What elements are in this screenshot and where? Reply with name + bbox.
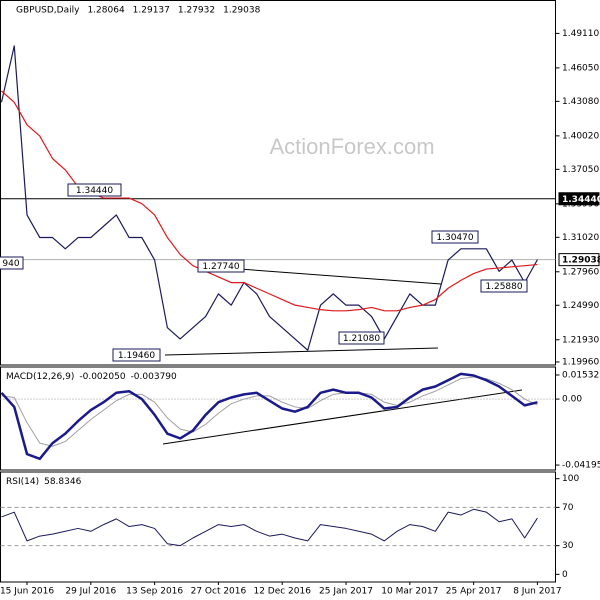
annotation: 1.25880 (485, 282, 522, 292)
trend-line (164, 347, 439, 356)
trend-line (162, 389, 523, 445)
watermark: ActionForex.com (269, 134, 434, 159)
annotation-box (480, 279, 528, 293)
y-tick-label: 1.21930 (562, 335, 599, 345)
y-tick-label: 0.015325 (562, 370, 600, 380)
y-tick-label: 0.00 (562, 395, 582, 405)
price-label-box (558, 253, 600, 267)
y-tick-label: 1.24990 (562, 301, 599, 311)
price-label: 1.29038 (562, 256, 600, 266)
panel-header: RSI(14) 58.8346 (6, 477, 82, 487)
x-tick-label: 15 Jun 2016 (0, 587, 54, 597)
panel-frame (0, 0, 556, 366)
y-tick-label: 1.19960 (562, 357, 599, 367)
header-value: -0.003790 (131, 372, 177, 382)
annotation-box (0, 256, 24, 270)
annotations: 1.34440 1.27740 1.19460 1.21080 1.30470 … (0, 183, 528, 362)
y-tick-label: 1.31020 (562, 233, 599, 243)
header-value: 58.8346 (44, 477, 81, 487)
x-tick-label: 10 Mar 2017 (381, 587, 438, 597)
series-line (1, 508, 538, 547)
x-tick-label: 8 Jun 2017 (513, 587, 561, 597)
annotation-box (431, 230, 479, 244)
price-label-box (558, 192, 600, 206)
panel-header: GBPUSD,Daily 1.28064 1.29137 1.27932 1.29038 (16, 5, 261, 15)
annotation: 1.34440 (76, 186, 113, 196)
y-tick-label: 1.40020 (562, 131, 599, 141)
panel-frame (0, 366, 556, 471)
x-tick-label: 25 Jan 2017 (319, 587, 373, 597)
y-tick-label: 1.27960 (562, 267, 599, 277)
trend-lines (162, 265, 523, 445)
header-value: 1.27932 (178, 5, 215, 15)
y-tick-label: 100 (562, 474, 579, 484)
annotation-box (112, 348, 161, 362)
series-line (0, 372, 538, 461)
header-value: 1.29137 (133, 5, 170, 15)
y-tick-label: 1.46050 (562, 63, 599, 73)
series-line (1, 90, 538, 312)
x-tick-label: 29 Jul 2016 (65, 587, 116, 597)
series-line (0, 45, 538, 351)
x-tick-label: 12 Dec 2016 (253, 587, 311, 597)
y-tick-label: 70 (562, 503, 574, 513)
panel-title: GBPUSD,Daily (16, 5, 80, 15)
y-tick-label: 1.37050 (562, 165, 599, 175)
y-tick-label: 1.43080 (562, 97, 599, 107)
header-value: 1.28064 (87, 5, 124, 15)
annotation: 1.19460 (118, 351, 155, 361)
y-tick-label: 0 (562, 570, 568, 580)
annotation-box (338, 331, 385, 345)
series-line (1, 376, 538, 447)
annotation: 1.27740 (202, 262, 239, 272)
annotation-box (67, 183, 122, 197)
annotation: 1.30470 (436, 233, 473, 243)
annotation-box (197, 259, 245, 273)
x-tick-label: 27 Oct 2016 (191, 587, 247, 597)
header-value: -0.002050 (79, 372, 125, 382)
x-tick-label: 13 Sep 2016 (126, 587, 183, 597)
panel-title: RSI(14) (6, 477, 39, 487)
annotation: 940 (2, 259, 19, 269)
header-value: 1.29038 (223, 5, 260, 15)
y-tick-label: 1.49110 (562, 29, 599, 39)
annotation: 1.21080 (343, 334, 380, 344)
y-tick-label: -0.041957 (562, 461, 600, 471)
panel-title: MACD(12,26,9) (6, 372, 74, 382)
panel-frame (0, 471, 556, 583)
panel-header: MACD(12,26,9) -0.002050 -0.003790 (6, 372, 177, 382)
y-tick-label: 30 (562, 541, 574, 551)
x-tick-label: 25 Apr 2017 (446, 587, 502, 597)
price-label: 1.34440 (562, 195, 600, 205)
